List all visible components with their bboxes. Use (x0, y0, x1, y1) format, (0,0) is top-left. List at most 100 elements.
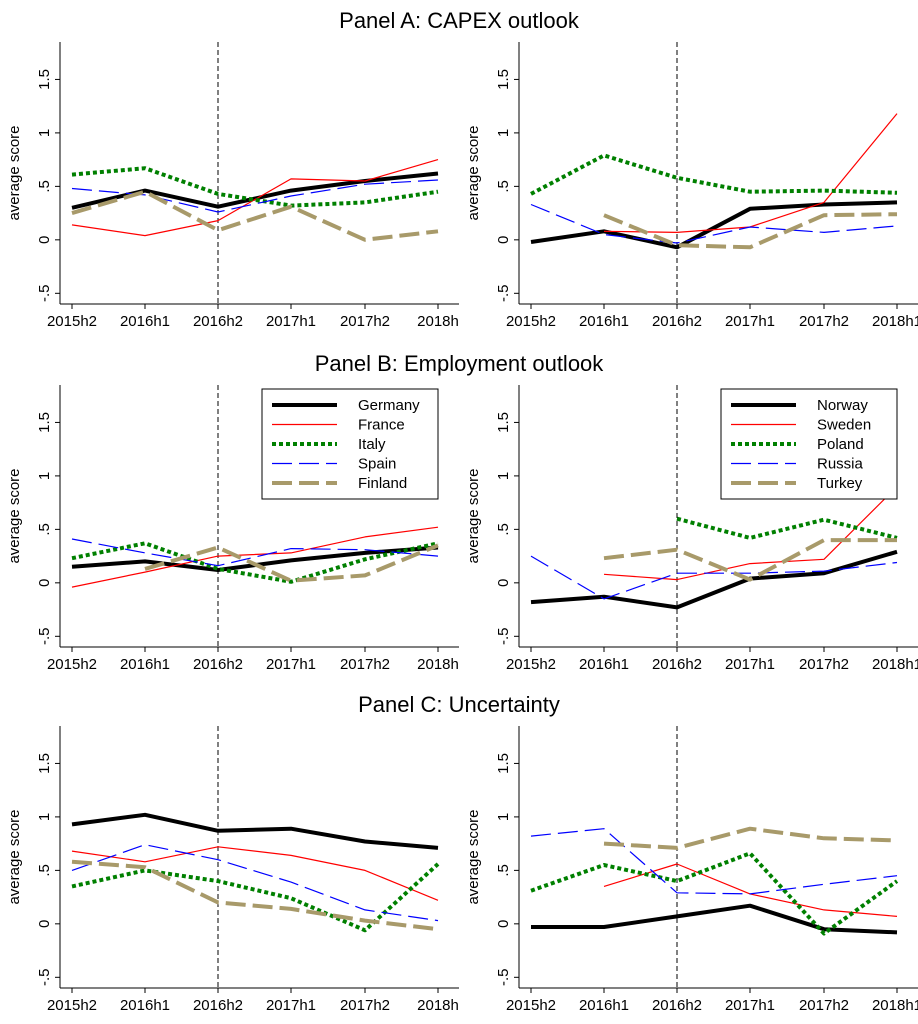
x-tick-label: 2017h2 (799, 656, 849, 673)
panel-c-title: Panel C: Uncertainty (358, 692, 560, 717)
x-tick-label: 2017h1 (266, 313, 316, 330)
x-tick-label: 2018h (417, 313, 459, 330)
x-tick-label: 2017h1 (725, 997, 775, 1014)
legend-label: Spain (358, 456, 396, 473)
x-tick-label: 2016h1 (120, 313, 170, 330)
y-tick-label: -.5 (36, 969, 53, 987)
series-line-russia (530, 555, 898, 600)
y-tick-label: 1.5 (495, 412, 512, 433)
y-axis-label: average score (6, 468, 23, 563)
x-tick-label: 2015h2 (506, 997, 556, 1014)
legend-label: Sweden (817, 417, 871, 434)
y-tick-label: 1.5 (36, 753, 53, 774)
series-line-russia (530, 203, 898, 244)
legend-label: Italy (358, 436, 386, 453)
series-line-germany (71, 171, 439, 210)
x-tick-label: 2016h1 (120, 656, 170, 673)
legend-label: Poland (817, 436, 864, 453)
x-tick-label: 2016h2 (652, 313, 702, 330)
series-line-norway (530, 549, 898, 610)
x-tick-label: 2016h1 (579, 656, 629, 673)
x-tick-label: 2016h2 (193, 656, 243, 673)
panel-a-title: Panel A: CAPEX outlook (339, 8, 579, 33)
chart-capex-right: -.5 0 .5 1 1.5 average score 2015h2 2016h1 2016h… (465, 42, 918, 330)
x-tick-label: 2016h1 (120, 997, 170, 1014)
x-tick-label: 2016h2 (652, 997, 702, 1014)
series-line-norway (531, 903, 898, 935)
legend-label: Russia (817, 456, 864, 473)
x-tick-label: 2018h (417, 997, 459, 1014)
chart-uncertainty-right: -.5 0 .5 1 1.5 average score 2015h2 2016h1 2016h… (465, 726, 918, 1014)
y-tick-label: 1 (495, 813, 512, 821)
series-line-france (71, 846, 439, 901)
chart-uncertainty-left: -.5 0 .5 1 1.5 average score 2015h2 2016h1 2016h… (6, 726, 459, 1014)
y-axis-label: average score (6, 125, 23, 220)
legend (720, 388, 898, 500)
y-tick-label: 1.5 (495, 69, 512, 90)
x-tick-label: 2015h2 (47, 997, 97, 1014)
x-tick-label: 2017h2 (799, 997, 849, 1014)
series-line-finland (144, 543, 439, 583)
series-line-turkey (603, 826, 898, 850)
legend-label: Germany (358, 397, 420, 414)
series-line-spain (71, 844, 439, 922)
y-tick-label: .5 (36, 864, 53, 877)
series-line-france (71, 526, 439, 588)
series-line-poland (530, 851, 899, 936)
y-tick-label: 1.5 (36, 69, 53, 90)
y-tick-label: .5 (36, 523, 53, 536)
y-axis-label: average score (465, 125, 482, 220)
y-tick-label: -.5 (495, 969, 512, 987)
x-tick-label: 2018h1 (872, 656, 918, 673)
y-tick-label: 0 (36, 920, 53, 928)
series-line-russia (530, 828, 898, 895)
x-tick-label: 2015h2 (506, 313, 556, 330)
y-tick-label: .5 (495, 180, 512, 193)
x-tick-label: 2017h1 (266, 656, 316, 673)
series-line-poland (530, 153, 898, 196)
chart-capex-left: -.5 0 .5 1 1.5 average score 2015h2 2016h1 2016h… (6, 42, 459, 330)
y-tick-label: -.5 (36, 285, 53, 303)
x-tick-label: 2018h (417, 656, 459, 673)
x-tick-label: 2017h1 (725, 656, 775, 673)
legend-label: Turkey (817, 475, 863, 492)
x-tick-label: 2017h2 (799, 313, 849, 330)
x-tick-label: 2016h1 (579, 997, 629, 1014)
series-line-italy (71, 166, 439, 208)
x-tick-label: 2018h1 (872, 997, 918, 1014)
x-tick-label: 2016h2 (193, 997, 243, 1014)
y-tick-label: 0 (495, 579, 512, 587)
series-line-turkey (603, 212, 898, 250)
x-tick-label: 2017h2 (340, 656, 390, 673)
series-line-sweden (603, 486, 898, 581)
y-tick-label: -.5 (36, 628, 53, 646)
y-axis-label: average score (465, 809, 482, 904)
y-tick-label: .5 (495, 864, 512, 877)
legend-label: France (358, 417, 405, 434)
x-tick-label: 2016h1 (579, 313, 629, 330)
legend-label: Finland (358, 475, 407, 492)
y-tick-label: .5 (495, 523, 512, 536)
series-line-sweden (603, 863, 898, 917)
chart-employment-right: -.5 0 .5 1 1.5 average score 2015h2 2016h1 2016h… (465, 385, 918, 673)
x-tick-label: 2018h1 (872, 313, 918, 330)
series-line-turkey (603, 538, 897, 582)
series-line-finland (71, 189, 439, 242)
x-tick-label: 2015h2 (506, 656, 556, 673)
y-tick-label: -.5 (495, 285, 512, 303)
series-line-norway (530, 200, 898, 250)
y-tick-label: 1 (36, 472, 53, 480)
chart-employment-left: -.5 0 .5 1 1.5 average score 2015h2 2016h1 2016h… (6, 385, 459, 673)
y-tick-label: -.5 (495, 628, 512, 646)
series-line-finland (71, 859, 439, 932)
panel-b-title: Panel B: Employment outlook (314, 351, 604, 376)
legend (261, 388, 439, 500)
y-tick-label: 1 (495, 472, 512, 480)
x-tick-label: 2017h2 (340, 313, 390, 330)
series-line-spain (71, 538, 439, 567)
y-tick-label: 1 (36, 129, 53, 137)
x-tick-label: 2017h1 (725, 313, 775, 330)
series-line-poland (676, 516, 898, 540)
x-tick-label: 2017h2 (340, 997, 390, 1014)
y-tick-label: 0 (495, 236, 512, 244)
